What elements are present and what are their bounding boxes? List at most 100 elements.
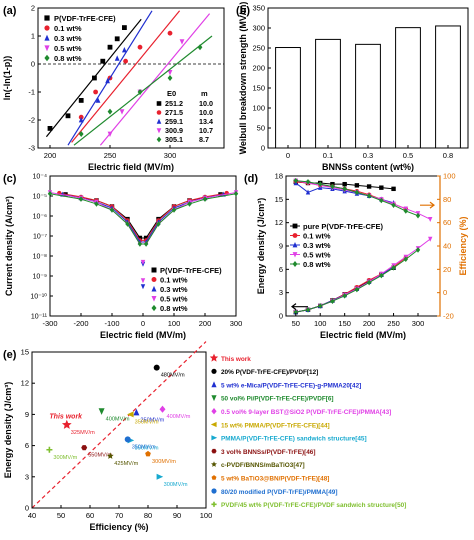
d-energy-point [342, 292, 347, 299]
a-data-point [95, 97, 101, 103]
c-xtick-label: -100 [104, 319, 119, 328]
c-xtick-label: 200 [199, 319, 212, 328]
a-table-e0: 251.2 [165, 99, 183, 108]
a-table-e0: 305.1 [165, 135, 183, 144]
d-energy-point [293, 309, 298, 315]
d-legend-label: 0.8 wt% [303, 260, 331, 269]
e-annotation: This work [49, 414, 83, 421]
d-energy-point [415, 247, 421, 253]
a-data-point [167, 70, 173, 76]
a-table-m: 10.0 [199, 99, 213, 108]
e-point-label: 480MV/m [161, 373, 185, 379]
a-legend-label: 0.1 wt% [54, 24, 82, 33]
c-data-point [233, 190, 239, 197]
d-efficiency-point [342, 186, 347, 192]
e-point-label: 350MV/m [135, 419, 159, 425]
e-point-label: 300MV/m [53, 455, 77, 461]
e-point-label: 325MV/m [71, 430, 95, 436]
c-ytick-label: 10⁻⁴ [33, 174, 48, 181]
c-legend-label: 0.8 wt% [160, 304, 188, 313]
a-fit-line [99, 13, 211, 146]
d-ytick-label: 18 [275, 172, 283, 181]
b-y-axis-title: Weibull breakdown strength (MV/m) [238, 2, 248, 155]
c-series-line [62, 193, 224, 243]
d-efficiency-point [305, 189, 311, 195]
d-y-axis-title: Energy density (J/cm³) [256, 198, 266, 295]
panel-a: 200 250 300 -3 -2 -1 0 1 2 Electric field (MV/m) l… [2, 4, 225, 172]
d-energy-line [295, 267, 394, 313]
e-legend-marker [211, 368, 217, 374]
e-data-point [106, 452, 114, 459]
a-data-point [119, 109, 125, 115]
d-xtick-label: 150 [338, 319, 351, 328]
a-legend-label: 0.8 wt% [54, 54, 82, 63]
a-legend-marker [44, 15, 50, 21]
e-x-axis-title: Efficiency (%) [89, 522, 148, 532]
a-table-marker [156, 136, 162, 143]
e-data-point [156, 473, 164, 480]
a-data-point [107, 108, 113, 115]
e-data-point [98, 408, 105, 415]
d-energy-point [318, 303, 323, 309]
e-data-point [145, 450, 151, 457]
e-reference-line [31, 341, 207, 509]
b-xtick-label: 0 [286, 151, 290, 160]
e-data-point [81, 445, 88, 451]
a-table-e0: 259.1 [165, 117, 183, 126]
a-data-point [167, 75, 173, 81]
e-legend-marker [211, 488, 217, 494]
a-data-point [107, 44, 113, 50]
a-data-point [92, 75, 97, 81]
a-data-point [65, 113, 71, 119]
a-y-axis-title: ln(-ln(1-p)) [2, 56, 12, 100]
d-efficiency-point [305, 179, 311, 185]
c-series-line [65, 193, 221, 239]
a-data-point [93, 89, 98, 95]
c-data-point [143, 235, 149, 241]
d-xtick-label: 250 [387, 319, 400, 328]
a-legend-marker [44, 54, 50, 62]
e-legend-label: 20% P(VDF-TrFE-CFE)/PVDF[12] [221, 369, 318, 376]
c-series-line [59, 192, 227, 241]
c-xtick-label: 100 [168, 319, 181, 328]
a-data-point [78, 131, 84, 137]
d-efficiency-line [295, 180, 431, 220]
d-xtick-label: 50 [292, 319, 300, 328]
c-data-point [47, 190, 53, 197]
d-y2tick-label: 100 [443, 172, 456, 181]
e-ytick-label: 6 [25, 441, 29, 450]
d-energy-point [330, 298, 335, 305]
e-ytick-label: 12 [21, 379, 29, 388]
d-legend-label: pure P(VDF-TrFE-CFE) [303, 222, 384, 231]
c-data-point [137, 235, 143, 241]
a-table-m: 10.0 [199, 108, 213, 117]
b-ytick-label: 0 [261, 144, 265, 153]
e-xtick-label: 80 [144, 511, 152, 520]
b-bar [395, 27, 421, 149]
a-data-point [107, 131, 113, 137]
a-table-marker [156, 101, 162, 106]
d-ytick-label: 6 [279, 265, 283, 274]
e-y-axis-title: Energy density (J/cm³) [3, 382, 13, 479]
d-y2tick-label: 80 [443, 195, 451, 204]
e-data-point [159, 405, 166, 413]
d-y2tick-label: -20 [443, 312, 454, 321]
a-table-m: 13.4 [199, 117, 213, 126]
e-legend-label: 0.5 vol% 9-layer BST@SiO2 P(VDF-TrFE-CFE… [221, 409, 391, 416]
a-legend-label: 0.5 wt% [54, 44, 82, 53]
c-y-axis-title: Current density (A/cm²) [4, 196, 14, 296]
d-energy-point [428, 236, 433, 242]
panel-b: 0 0.1 0.3 0.5 0.8 0 50 100 150 200 250 300 350 BNNSs … [236, 2, 469, 172]
b-x-axis-title: BNNSs content (wt%) [322, 162, 414, 172]
d-right-arrow-icon [420, 201, 435, 209]
b-panel-label: (b) [236, 5, 250, 17]
a-data-point [123, 58, 128, 64]
d-panel-label: (d) [244, 173, 258, 185]
a-data-point [167, 30, 173, 36]
d-efficiency-point [293, 177, 298, 184]
a-table-header-m: m [201, 89, 208, 98]
e-point-label: 400MV/m [167, 414, 191, 420]
e-legend-marker [211, 448, 217, 454]
a-table-m: 10.7 [199, 126, 213, 135]
c-data-point [125, 221, 130, 227]
